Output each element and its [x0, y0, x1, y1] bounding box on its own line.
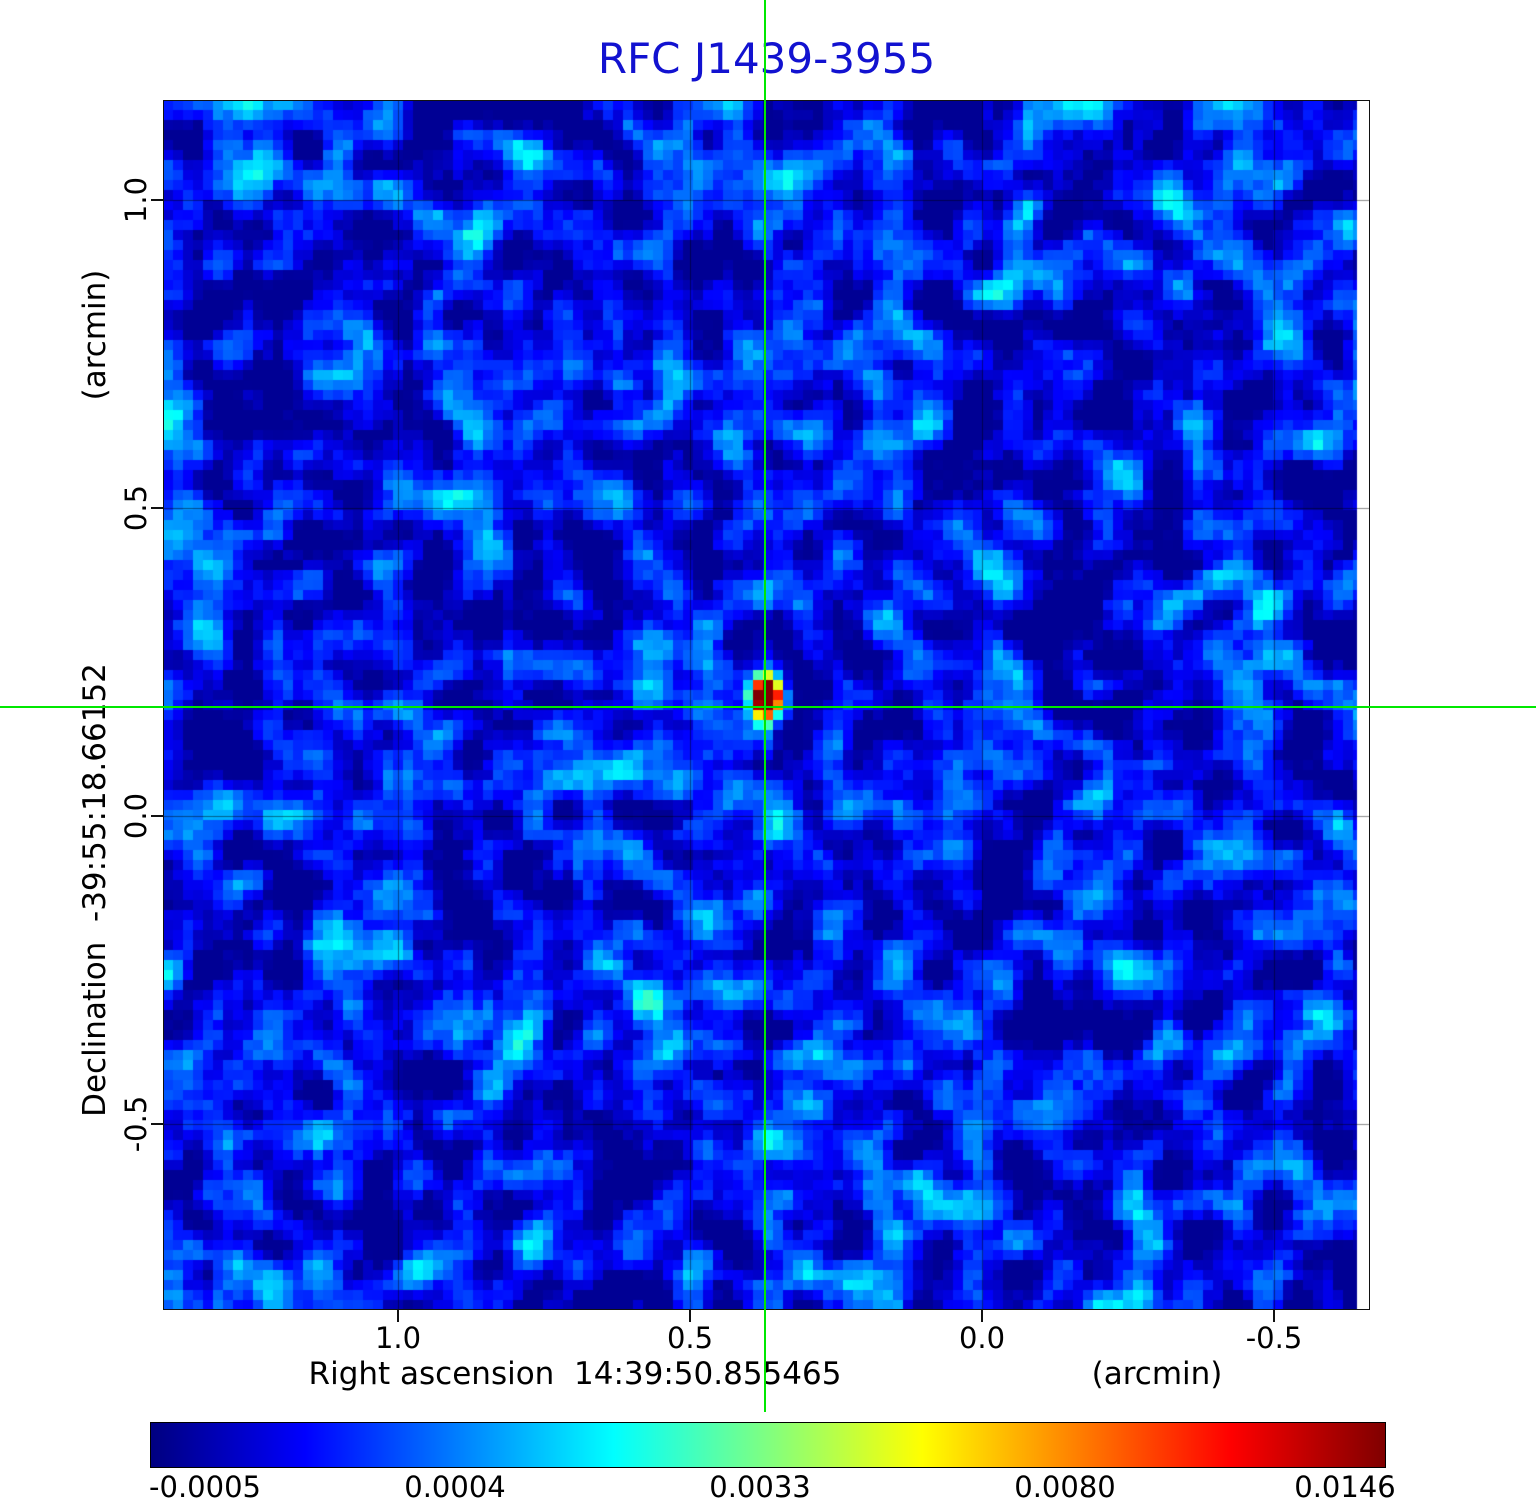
x-axis-unit: (arcmin) — [1091, 1356, 1223, 1392]
crosshair-horizontal-line — [0, 706, 1536, 708]
y-tick-label: 1.0 — [119, 176, 153, 224]
axis-tick-mark — [689, 1310, 691, 1322]
colorbar-label: 0.0080 — [1014, 1470, 1116, 1504]
y-axis-unit: (arcmin) — [77, 269, 113, 401]
axis-tick-mark — [151, 507, 163, 509]
axis-tick-mark — [981, 1310, 983, 1322]
y-axis-label: Declination -39:55:18.66152 — [77, 663, 113, 1117]
sky-image-panel — [163, 100, 1370, 1310]
x-tick-label: -0.5 — [1245, 1321, 1303, 1355]
x-axis-label: Right ascension 14:39:50.855465 — [308, 1356, 842, 1392]
y-tick-label: 0.0 — [119, 792, 153, 840]
colorbar-label: -0.0005 — [149, 1470, 261, 1504]
y-tick-label: -0.5 — [119, 1095, 153, 1153]
y-tick-label: 0.5 — [119, 484, 153, 532]
axis-tick-mark — [1273, 1310, 1275, 1322]
axis-tick-mark — [151, 815, 163, 817]
colorbar — [150, 1422, 1386, 1468]
x-tick-label: 1.0 — [374, 1321, 422, 1355]
colorbar-label: 0.0146 — [1294, 1470, 1396, 1504]
x-tick-label: 0.5 — [666, 1321, 714, 1355]
axis-tick-mark — [151, 1123, 163, 1125]
x-tick-label: 0.0 — [958, 1321, 1006, 1355]
axis-tick-mark — [397, 1310, 399, 1322]
plot-title: RFC J1439-3955 — [597, 34, 936, 83]
sky-image-canvas[interactable] — [163, 100, 1370, 1310]
axis-tick-mark — [151, 199, 163, 201]
colorbar-label: 0.0033 — [709, 1470, 811, 1504]
colorbar-label: 0.0004 — [404, 1470, 506, 1504]
